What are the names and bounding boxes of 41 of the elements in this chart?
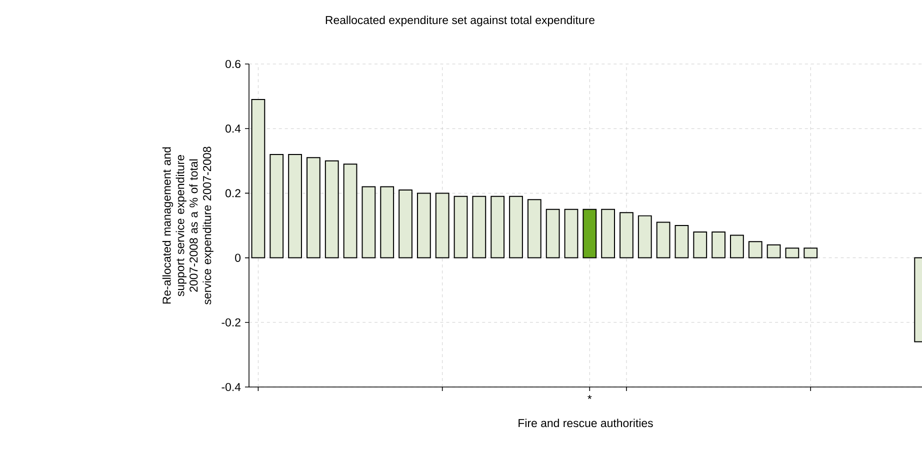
bar [362,186,376,258]
bar [527,199,542,258]
bar [270,154,284,258]
bar [582,208,597,258]
bar [288,154,302,258]
y-tick-label: -0.2 [222,318,240,326]
bar [712,231,726,258]
bar [435,192,450,258]
bar [674,225,689,258]
bar [730,234,744,258]
bar [343,164,358,258]
bar [380,186,394,258]
bar [766,244,781,258]
bar [546,208,560,258]
bar [656,222,670,258]
bar [416,192,431,258]
bar [324,160,339,258]
x-axis-title: Fire and rescue authorities [518,418,653,428]
y-tick-label: 0.2 [226,189,240,198]
bar [748,241,762,258]
bar [785,248,800,258]
bar [601,208,616,258]
y-tick-label: -0.4 [222,382,241,392]
bar [804,248,818,258]
bar [564,208,578,258]
bar [306,157,320,258]
bar [620,212,634,258]
y-tick-label: 0.6 [226,60,240,68]
bar [454,196,468,258]
bar [398,189,412,258]
chart-title: Reallocated expenditure set against total expenditure [326,16,594,26]
bar [693,231,708,258]
y-axis-title: Re-allocated management and support service expenditure 2007-2008 as a % of total service expenditure 2007-2008 [162,146,214,304]
bar [472,196,486,258]
bar [509,196,523,258]
y-tick-label: 0 [235,254,241,262]
bar [638,215,652,258]
y-tick-label: 0.4 [226,124,241,133]
bar [490,196,505,258]
x-tick-label: * [588,395,592,400]
bar [251,99,266,258]
